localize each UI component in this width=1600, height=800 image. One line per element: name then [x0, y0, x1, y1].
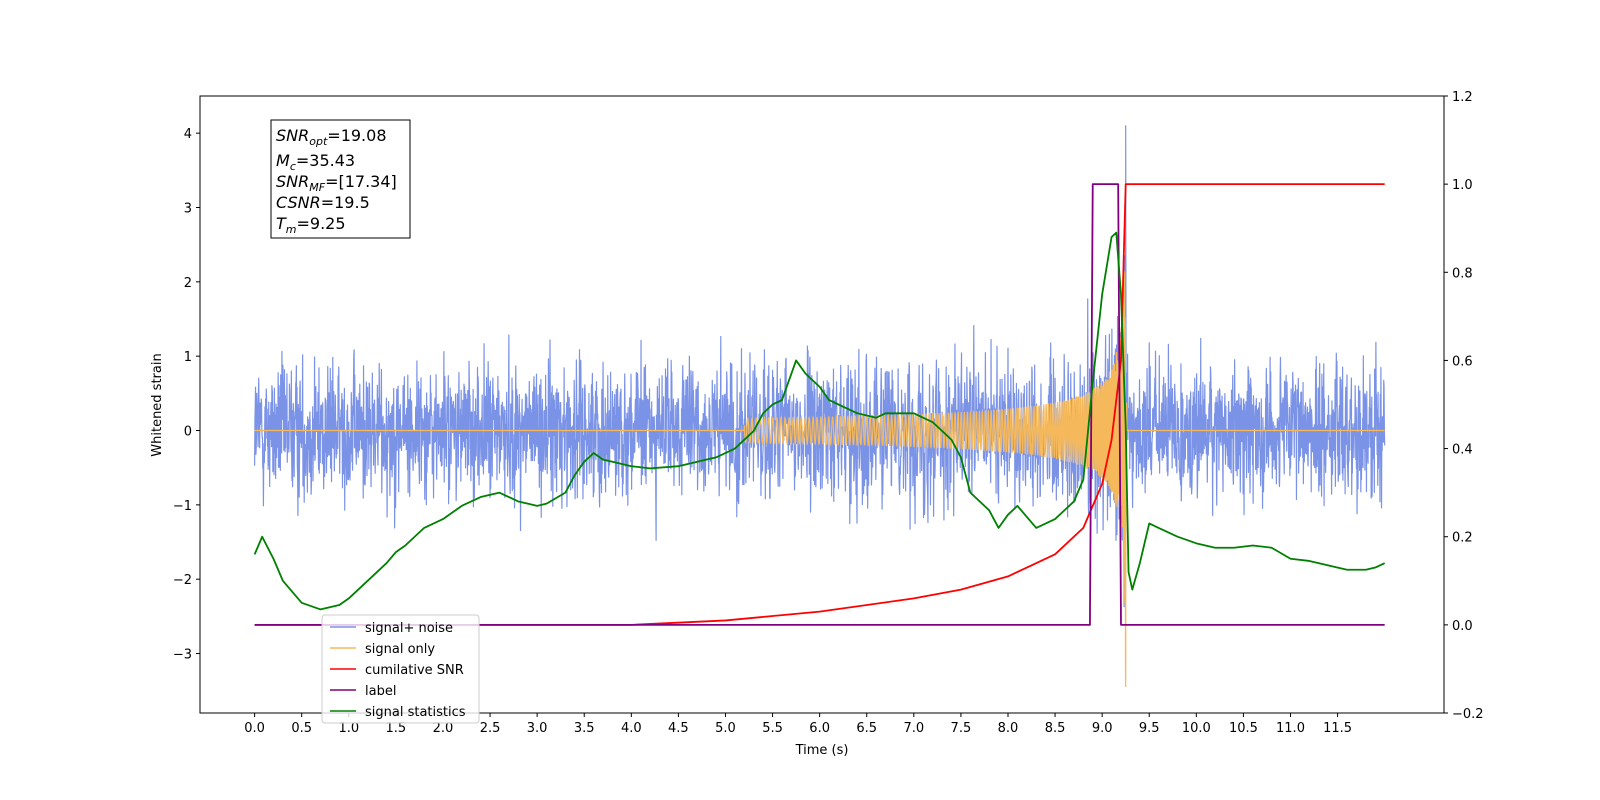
legend-item-label: label: [330, 684, 396, 699]
x-tick-label: 4.0: [621, 721, 642, 736]
annotation-snr-mf: SNRMF=[17.34]: [276, 172, 397, 194]
x-tick-label: 5.5: [762, 721, 783, 736]
x-tick-label: 8.0: [998, 721, 1019, 736]
y-left-tick-label: 0: [184, 425, 192, 440]
series-signal-noise-line: [254, 125, 1386, 608]
y-left-tick-label: −1: [173, 499, 192, 514]
y-left-tick-label: 1: [184, 350, 192, 365]
legend: signal+ noise signal only cumilative SNR…: [321, 614, 480, 724]
x-tick-label: 7.5: [951, 721, 972, 736]
legend-item-cumulative-snr: cumilative SNR: [330, 663, 464, 678]
annotation-box: SNRopt=19.08 Mc=35.43 SNRMF=[17.34] CSNR…: [270, 119, 411, 239]
y-right-tick-label: 0.8: [1452, 266, 1473, 281]
legend-frame: [321, 614, 480, 724]
x-tick-label: 10.5: [1229, 721, 1258, 736]
y-right-tick-label: 1.2: [1452, 90, 1473, 105]
x-tick-label: 0.0: [244, 721, 265, 736]
series-label-line: [254, 183, 1385, 626]
x-tick-label: 2.5: [480, 721, 501, 736]
legend-label-signal-noise: signal+ noise: [365, 621, 453, 636]
x-tick-label: 1.5: [386, 721, 407, 736]
y-left-tick-label: 3: [184, 202, 192, 217]
legend-label-label: label: [365, 684, 396, 699]
y-right-tick-label: −0.2: [1452, 707, 1484, 722]
legend-label-signal-only: signal only: [365, 642, 435, 657]
x-tick-label: 1.0: [338, 721, 359, 736]
x-tick-label: 7.0: [903, 721, 924, 736]
x-tick-label: 6.0: [809, 721, 830, 736]
y-right-tick-label: 0.6: [1452, 354, 1473, 369]
x-tick-label: 9.0: [1092, 721, 1113, 736]
x-tick-label: 3.0: [527, 721, 548, 736]
plot-frame: [199, 95, 1445, 714]
x-tick-label: 2.0: [433, 721, 454, 736]
y-right-tick-label: 0.4: [1452, 443, 1473, 458]
x-tick-label: 0.5: [291, 721, 312, 736]
legend-item-signal-only: signal only: [330, 642, 435, 657]
annotation-tm: Tm=9.25: [276, 214, 346, 236]
y-left-tick-label: −3: [173, 648, 192, 663]
x-tick-label: 11.0: [1276, 721, 1305, 736]
y-right-tick-label: 1.0: [1452, 178, 1473, 193]
y-left-tick-label: 2: [184, 276, 192, 291]
annotation-frame: [270, 119, 411, 239]
annotation-mc: Mc=35.43: [276, 151, 355, 173]
x-tick-label: 3.5: [574, 721, 595, 736]
series-signal-statistics-line: [253, 231, 1386, 611]
series-signal-only-line: [254, 271, 1385, 687]
legend-label-signal-statistics: signal statistics: [365, 705, 466, 720]
x-tick-label: 10.0: [1182, 721, 1211, 736]
x-tick-label: 9.5: [1139, 721, 1160, 736]
y-axis-label: Whitened strain: [150, 353, 165, 456]
x-tick-label: 5.0: [715, 721, 736, 736]
plot-area: [253, 125, 1386, 687]
legend-label-cumulative-snr: cumilative SNR: [365, 663, 464, 678]
y-right-tick-label: 0.0: [1452, 619, 1473, 634]
x-axis-label: Time (s): [795, 743, 849, 758]
y-left-tick-label: 4: [184, 127, 192, 142]
annotation-csnr: CSNR=19.5: [276, 193, 370, 212]
legend-item-signal-statistics: signal statistics: [330, 705, 466, 720]
axes: 0.0 0.5 1.0 1.5 2.0 2.5 3.0 3.5 4.0 4.5 5.0 5.5 6.0 6…: [173, 90, 1484, 736]
x-tick-label: 8.5: [1045, 721, 1066, 736]
legend-item-signal-noise: signal+ noise: [330, 621, 453, 636]
y-left-tick-label: −2: [173, 573, 192, 588]
x-tick-label: 4.5: [668, 721, 689, 736]
y-right-tick-label: 0.2: [1452, 531, 1473, 546]
x-tick-label: 6.5: [856, 721, 877, 736]
x-tick-label: 11.5: [1323, 721, 1352, 736]
annotation-snr-opt: SNRopt=19.08: [276, 126, 387, 148]
